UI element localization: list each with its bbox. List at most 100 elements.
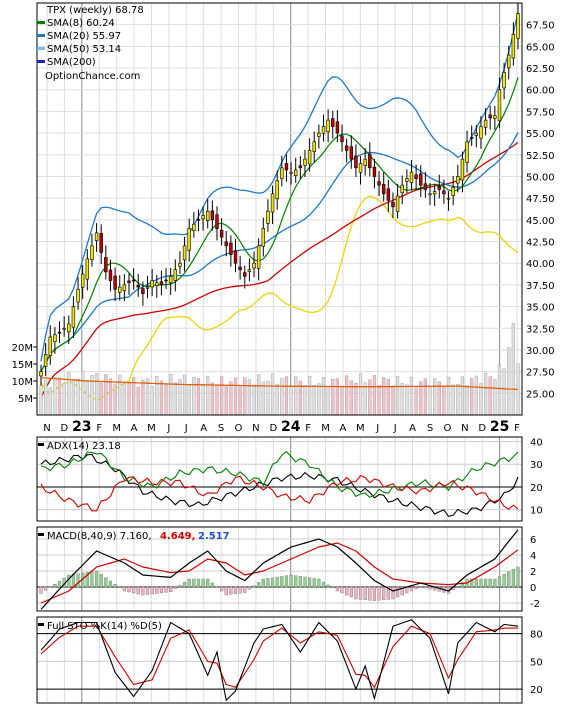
- month-tick-label: M: [147, 423, 156, 434]
- volume-bar: [243, 377, 247, 416]
- grid-layer: [37, 3, 522, 703]
- volume-bar: [331, 379, 335, 416]
- macd-signal-line: [40, 542, 519, 604]
- volume-bar: [470, 378, 474, 416]
- volume-bar: [233, 377, 238, 416]
- price-tick-label: 42.50: [526, 238, 555, 249]
- volume-bar: [382, 377, 386, 416]
- macd-histogram-bar: [122, 586, 126, 592]
- candle-body: [409, 171, 414, 184]
- price-tick-label: 67.50: [526, 21, 555, 32]
- candle-body: [303, 158, 307, 166]
- candle-body: [335, 121, 340, 134]
- candle-body: [474, 132, 479, 136]
- minus-di-line: [40, 474, 519, 512]
- macd-histogram-bar: [289, 574, 293, 588]
- volume-bar: [210, 382, 214, 416]
- sto-swatch: [38, 623, 44, 626]
- indicator-tick-label: 30: [530, 460, 543, 471]
- volume-bar: [99, 382, 103, 416]
- macd-histogram-bar: [201, 578, 205, 588]
- macd-histogram-bar: [155, 586, 159, 594]
- candle-body: [48, 336, 52, 356]
- macd-histogram-bar: [173, 586, 177, 589]
- macd-histogram-bar: [303, 576, 307, 588]
- candle-body: [270, 193, 275, 213]
- candle-body: [266, 210, 270, 224]
- volume-bar: [169, 374, 173, 416]
- macd-histogram-bar: [206, 578, 210, 588]
- volume-bar: [182, 374, 187, 416]
- month-tick-label: J: [393, 423, 397, 434]
- candle-body: [71, 306, 76, 328]
- macd-histogram-bar: [317, 578, 321, 588]
- candle-body: [493, 115, 497, 119]
- volume-bar: [303, 385, 307, 416]
- volume-bar: [442, 386, 446, 416]
- candle-body: [192, 223, 196, 232]
- month-tick-label: N: [461, 423, 468, 434]
- candle-body: [354, 155, 358, 169]
- month-tick-label: 23: [72, 419, 91, 435]
- price-tick-label: 50.00: [526, 172, 555, 183]
- macd-histogram-bar: [349, 586, 353, 598]
- volume-bar: [71, 379, 76, 416]
- macd-histogram-bar: [423, 586, 427, 589]
- candle-body: [483, 119, 488, 128]
- macd-histogram-bar: [108, 580, 113, 588]
- macd-histogram-bar: [511, 569, 515, 588]
- month-tick-label: M: [356, 423, 365, 434]
- candle-body: [340, 135, 344, 143]
- volume-bar: [44, 379, 48, 416]
- macd-signal-value: 4.649,: [160, 531, 195, 542]
- volume-bar: [377, 385, 381, 416]
- macd-histogram-bar: [210, 582, 214, 588]
- macd-histogram-bar: [460, 582, 465, 588]
- candle-body: [432, 191, 437, 195]
- macd-histogram-bar: [113, 584, 117, 588]
- price-tick-label: 35.00: [526, 303, 555, 314]
- macd-histogram-bar: [90, 571, 94, 588]
- macd-histogram-bar: [345, 586, 349, 596]
- candle-body: [145, 286, 150, 289]
- candle-body: [377, 181, 381, 186]
- candle-body: [446, 197, 451, 200]
- volume-average-line: [40, 376, 519, 391]
- candle-body: [386, 188, 391, 201]
- volume-bar: [465, 385, 469, 416]
- candle-body: [201, 215, 205, 220]
- volume-bar: [345, 375, 349, 416]
- macd-histogram-bar: [331, 586, 335, 589]
- candle-body: [252, 262, 256, 269]
- candle-body: [275, 180, 279, 200]
- volume-bar: [493, 379, 497, 416]
- macd-histogram-bar: [53, 584, 57, 588]
- volume-bar: [57, 377, 62, 416]
- volume-bar: [48, 387, 52, 416]
- candle-body: [131, 279, 136, 282]
- month-tick-label: O: [235, 423, 243, 434]
- macd-histogram-bar: [326, 584, 330, 588]
- axes-layer: N D 23 F M A M J J A S O N D 24 F M A M J J A S O N D 25 F25.0027.5…: [12, 2, 555, 704]
- candle-body: [289, 171, 293, 174]
- month-tick-label: M: [321, 423, 330, 434]
- candle-body: [67, 323, 71, 333]
- candle-body: [331, 118, 335, 127]
- month-tick-label: A: [340, 423, 347, 434]
- month-tick-label: M: [112, 423, 121, 434]
- legend-sma50: SMA(50) 53.14: [47, 44, 121, 55]
- macd-histogram-bar: [363, 586, 367, 601]
- volume-bar: [502, 368, 506, 416]
- month-tick-label: D: [478, 423, 486, 434]
- volume-bar: [261, 381, 265, 416]
- candle-body: [108, 269, 113, 281]
- macd-histogram-bar: [169, 586, 173, 592]
- macd-histogram-bar: [104, 577, 108, 588]
- legend-site: OptionChance.com: [45, 71, 140, 82]
- macd-histogram-bar: [340, 586, 344, 594]
- macd-histogram-bar: [419, 586, 423, 588]
- candle-body: [90, 245, 94, 260]
- volume-tick-label: 10M: [12, 377, 33, 388]
- volume-bar: [136, 386, 140, 416]
- price-tick-label: 62.50: [526, 64, 555, 75]
